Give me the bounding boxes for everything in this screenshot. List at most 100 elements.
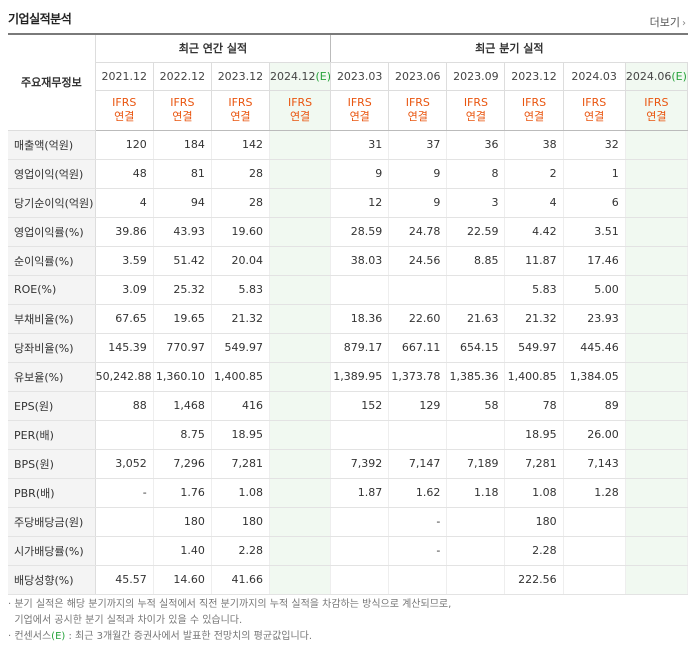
table-cell — [269, 130, 332, 160]
ifrs-label: IFRS — [582, 96, 607, 109]
table-cell: 24.56 — [388, 246, 448, 276]
table-cell: 45.57 — [95, 565, 154, 595]
table-cell: 7,189 — [446, 449, 506, 479]
table-cell: 51.42 — [153, 246, 212, 276]
estimate-mark: (E) — [671, 69, 687, 83]
table-cell: 7,143 — [563, 449, 626, 479]
table-cell: 1,389.95 — [330, 362, 390, 392]
table-cell — [625, 246, 689, 276]
table-cell: 67.65 — [95, 303, 154, 334]
table-cell: 38.03 — [330, 246, 390, 276]
table-cell — [330, 275, 390, 305]
table-cell: 1.40 — [153, 536, 212, 566]
ifrs-header: IFRS 연결 — [446, 90, 506, 131]
table-cell: 23.93 — [563, 303, 626, 334]
table-cell — [269, 333, 332, 363]
period-label: 2024.06 — [625, 69, 672, 83]
ifrs-label: IFRS — [228, 96, 253, 109]
row-label: 주당배당금(원) — [8, 506, 96, 537]
more-link[interactable]: 더보기 › — [650, 14, 686, 30]
period-header: 2023.12 — [211, 62, 271, 91]
row-label: PBR(배) — [8, 478, 96, 508]
period-header: 2023.09 — [446, 62, 506, 91]
table-cell — [625, 333, 689, 363]
table-cell — [625, 478, 689, 508]
table-cell: 9 — [388, 188, 448, 218]
ifrs-label: IFRS — [644, 96, 669, 109]
consolidated-label: 연결 — [114, 110, 135, 123]
table-row: BPS(원) 3,052 7,296 7,281 7,392 7,147 7,189 7,28… — [8, 449, 689, 479]
table-cell: 28.59 — [330, 216, 390, 247]
table-cell: 43.93 — [153, 216, 212, 247]
table-cell — [95, 420, 154, 450]
table-cell: 5.00 — [563, 275, 626, 305]
table-cell: 129 — [388, 390, 448, 421]
quarterly-group-header: 최근 분기 실적 — [330, 34, 688, 63]
table-row: 순이익률(%) 3.59 51.42 20.04 38.03 24.56 8.85 11.87… — [8, 246, 689, 276]
period-header: 2024.06(E) — [625, 62, 689, 91]
table-cell: 8 — [446, 159, 506, 189]
table-cell: 3,052 — [95, 449, 154, 479]
table-row: 부채비율(%) 67.65 19.65 21.32 18.36 22.60 21.63 21.… — [8, 303, 689, 334]
table-cell: 145.39 — [95, 333, 154, 363]
table-cell: 28 — [211, 188, 271, 218]
footnote-3: · 컨센서스(E) : 최근 3개월간 증권사에서 발표한 전망치의 평균값입니… — [8, 629, 451, 645]
table-cell: 120 — [95, 130, 154, 160]
table-cell: 50,242.88 — [95, 362, 154, 392]
table-cell — [625, 449, 689, 479]
table-cell: - — [95, 478, 154, 508]
footnote-2: 기업에서 공시한 분기 실적과 차이가 있을 수 있습니다. — [8, 615, 243, 626]
table-cell — [563, 506, 626, 537]
table-cell: 37 — [388, 130, 448, 160]
table-cell: 4 — [504, 188, 564, 218]
period-label: 2023.12 — [217, 69, 264, 83]
annual-group-header: 최근 연간 실적 — [95, 34, 331, 63]
table-row: PER(배) 8.75 18.95 18.95 26.00 — [8, 420, 689, 450]
table-cell: 549.97 — [211, 333, 271, 363]
period-label: 2024.03 — [571, 69, 617, 83]
table-cell: 25.32 — [153, 275, 212, 305]
ifrs-label: IFRS — [112, 96, 137, 109]
table-cell: 1,384.05 — [563, 362, 626, 392]
row-label: BPS(원) — [8, 449, 96, 479]
period-label: 2023.09 — [453, 69, 499, 83]
table-cell — [95, 506, 154, 537]
table-cell: 21.32 — [211, 303, 271, 334]
table-cell: 1,468 — [153, 390, 212, 421]
table-row: ROE(%) 3.09 25.32 5.83 5.83 5.00 — [8, 275, 689, 305]
table-cell — [625, 275, 689, 305]
table-cell: 9 — [388, 159, 448, 189]
table-cell: 3.51 — [563, 216, 626, 247]
table-cell: 18.36 — [330, 303, 390, 334]
table-cell: - — [388, 536, 448, 566]
ifrs-header: IFRS 연결 — [269, 90, 332, 131]
table-cell: 654.15 — [446, 333, 506, 363]
table-cell — [269, 362, 332, 392]
table-cell: 142 — [211, 130, 271, 160]
table-cell: 7,281 — [211, 449, 271, 479]
table-cell — [269, 390, 332, 421]
table-cell: 1.76 — [153, 478, 212, 508]
consolidated-label: 연결 — [172, 110, 193, 123]
table-cell: 24.78 — [388, 216, 448, 247]
table-cell: 549.97 — [504, 333, 564, 363]
consolidated-label: 연결 — [349, 110, 370, 123]
consolidated-label: 연결 — [584, 110, 605, 123]
table-cell: 1.08 — [504, 478, 564, 508]
table-cell: 7,296 — [153, 449, 212, 479]
table-cell: 94 — [153, 188, 212, 218]
period-label: 2023.06 — [395, 69, 441, 83]
ifrs-label: IFRS — [170, 96, 195, 109]
table-cell — [269, 449, 332, 479]
table-cell: 21.32 — [504, 303, 564, 334]
more-label: 더보기 — [649, 16, 680, 29]
table-row: 시가배당률(%) 1.40 2.28-2.28 — [8, 536, 689, 566]
table-cell — [269, 536, 332, 566]
period-label: 2022.12 — [159, 69, 206, 83]
table-row: 배당성향(%) 45.57 14.60 41.66 222.56 — [8, 565, 689, 595]
consolidated-label: 연결 — [407, 110, 428, 123]
table-cell — [625, 565, 689, 595]
period-header: 2021.12 — [95, 62, 154, 91]
chevron-right-icon: › — [682, 18, 686, 29]
table-cell — [625, 303, 689, 334]
